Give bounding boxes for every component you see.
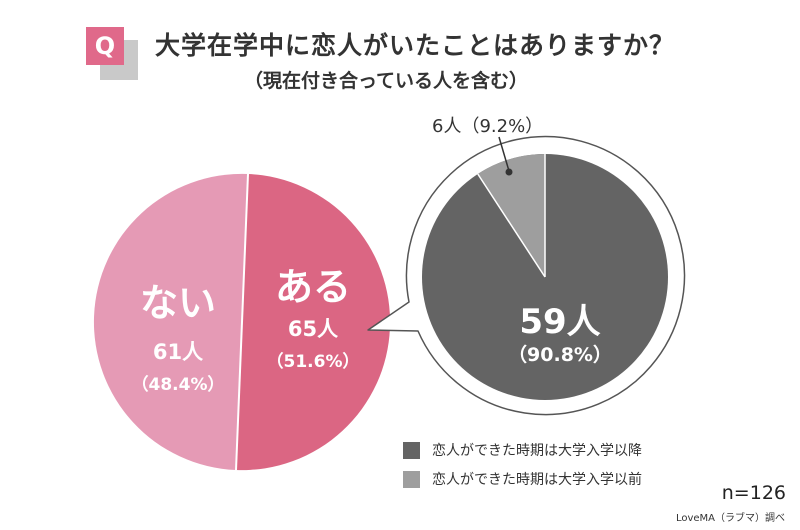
label-nai: ない [139, 281, 216, 325]
legend-item-after: 恋人ができた時期は大学入学以降 [403, 440, 642, 460]
label-aru: ある [274, 265, 351, 309]
legend-item-before: 恋人ができた時期は大学入学以前 [403, 469, 642, 489]
count-aru: 65人 [287, 317, 339, 341]
pie-slice-nai [93, 173, 249, 470]
pct-aru: （51.6%） [266, 352, 360, 372]
leader-line [498, 136, 510, 172]
pct-nai: （48.4%） [131, 375, 225, 395]
source-credit: LoveMA（ラブマ）調べ [675, 513, 785, 524]
chart-subtitle: （現在付き合っている人を含む） [244, 70, 529, 92]
count-after: 59人 [519, 302, 601, 342]
legend-label: 恋人ができた時期は大学入学以降 [432, 443, 642, 459]
legend-swatch-after [403, 441, 420, 459]
chart-title: 大学在学中に恋人がいたことはありますか？ [155, 31, 676, 60]
leader-dot [505, 168, 513, 176]
pct-after: （90.8%） [508, 344, 612, 366]
sample-size: n=126 [721, 482, 786, 504]
legend-swatch-before [403, 470, 420, 488]
q-badge: Q [86, 27, 124, 65]
pie-slice-aru [236, 174, 391, 471]
label-before: 6人（9.2%） [432, 116, 544, 137]
legend-label: 恋人ができた時期は大学入学以前 [432, 472, 642, 488]
sub-pie-slice-before [477, 154, 545, 277]
count-nai: 61人 [152, 340, 204, 364]
